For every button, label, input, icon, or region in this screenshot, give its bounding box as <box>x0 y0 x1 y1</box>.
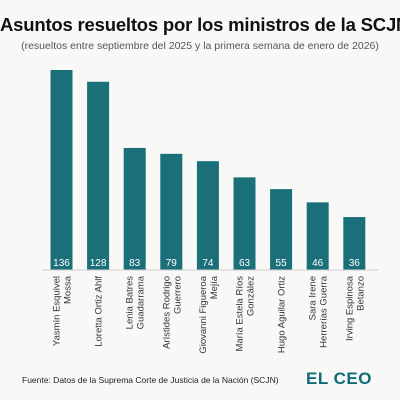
category-label-6-line-1: María Estela Ríos <box>235 276 246 352</box>
value-label-4: 79 <box>166 258 178 269</box>
bars-group <box>50 70 366 270</box>
bar-5 <box>196 161 219 270</box>
category-label-4-line-1: Arístides Rodrigo <box>161 276 172 349</box>
category-label-5-line-2: Mejía <box>209 275 220 299</box>
value-label-9: 36 <box>349 258 361 269</box>
chart-title: Asuntos resueltos por los ministros de l… <box>0 14 400 35</box>
category-label-7-line-1: Hugo Aguilar Ortiz <box>277 276 288 353</box>
brand-logo: EL CEO <box>306 369 372 388</box>
category-label-9-line-2: Betanzo <box>355 276 366 311</box>
value-labels-group: 136 128 83 79 74 63 55 46 36 <box>53 258 360 269</box>
value-label-1: 136 <box>53 258 70 269</box>
bar-2 <box>87 81 110 270</box>
category-label-1-line-1: Yasmín Esquivel <box>52 276 63 346</box>
value-label-8: 46 <box>312 258 324 269</box>
bar-4 <box>160 153 183 270</box>
category-label-2-line-1: Loretta Ortiz Ahlf <box>94 276 105 347</box>
category-label-4-line-2: Guerrero <box>172 276 183 314</box>
category-label-8-line-2: Herrerías Guerra <box>319 275 330 348</box>
bar-3 <box>123 147 146 270</box>
value-label-5: 74 <box>202 258 214 269</box>
chart-subtitle: (resueltos entre septiembre del 2025 y l… <box>21 40 379 52</box>
category-label-9-line-1: Irving Espinosa <box>344 275 355 341</box>
source-note: Fuente: Datos de la Suprema Corte de Jus… <box>22 375 279 385</box>
bar-8 <box>306 202 329 270</box>
value-label-3: 83 <box>129 258 141 269</box>
category-label-1-line-2: Mossa <box>63 275 74 304</box>
bar-6 <box>233 177 256 270</box>
category-label-5-line-1: Giovanni Figueroa <box>198 275 209 353</box>
bar-1 <box>50 70 73 270</box>
category-labels-group: Yasmín Esquivel Mossa Loretta Ortiz Ahlf Le… <box>52 275 367 353</box>
value-label-2: 128 <box>90 258 107 269</box>
category-label-3-line-2: Guadarrama <box>136 275 147 329</box>
category-label-8-line-1: Sara Irene <box>308 276 319 320</box>
category-label-3-line-1: Lenia Batres <box>125 276 136 330</box>
category-label-6-line-2: González <box>246 276 257 316</box>
bar-9 <box>343 217 366 270</box>
value-label-6: 63 <box>239 258 251 269</box>
value-label-7: 55 <box>276 258 288 269</box>
bar-7 <box>270 189 293 270</box>
